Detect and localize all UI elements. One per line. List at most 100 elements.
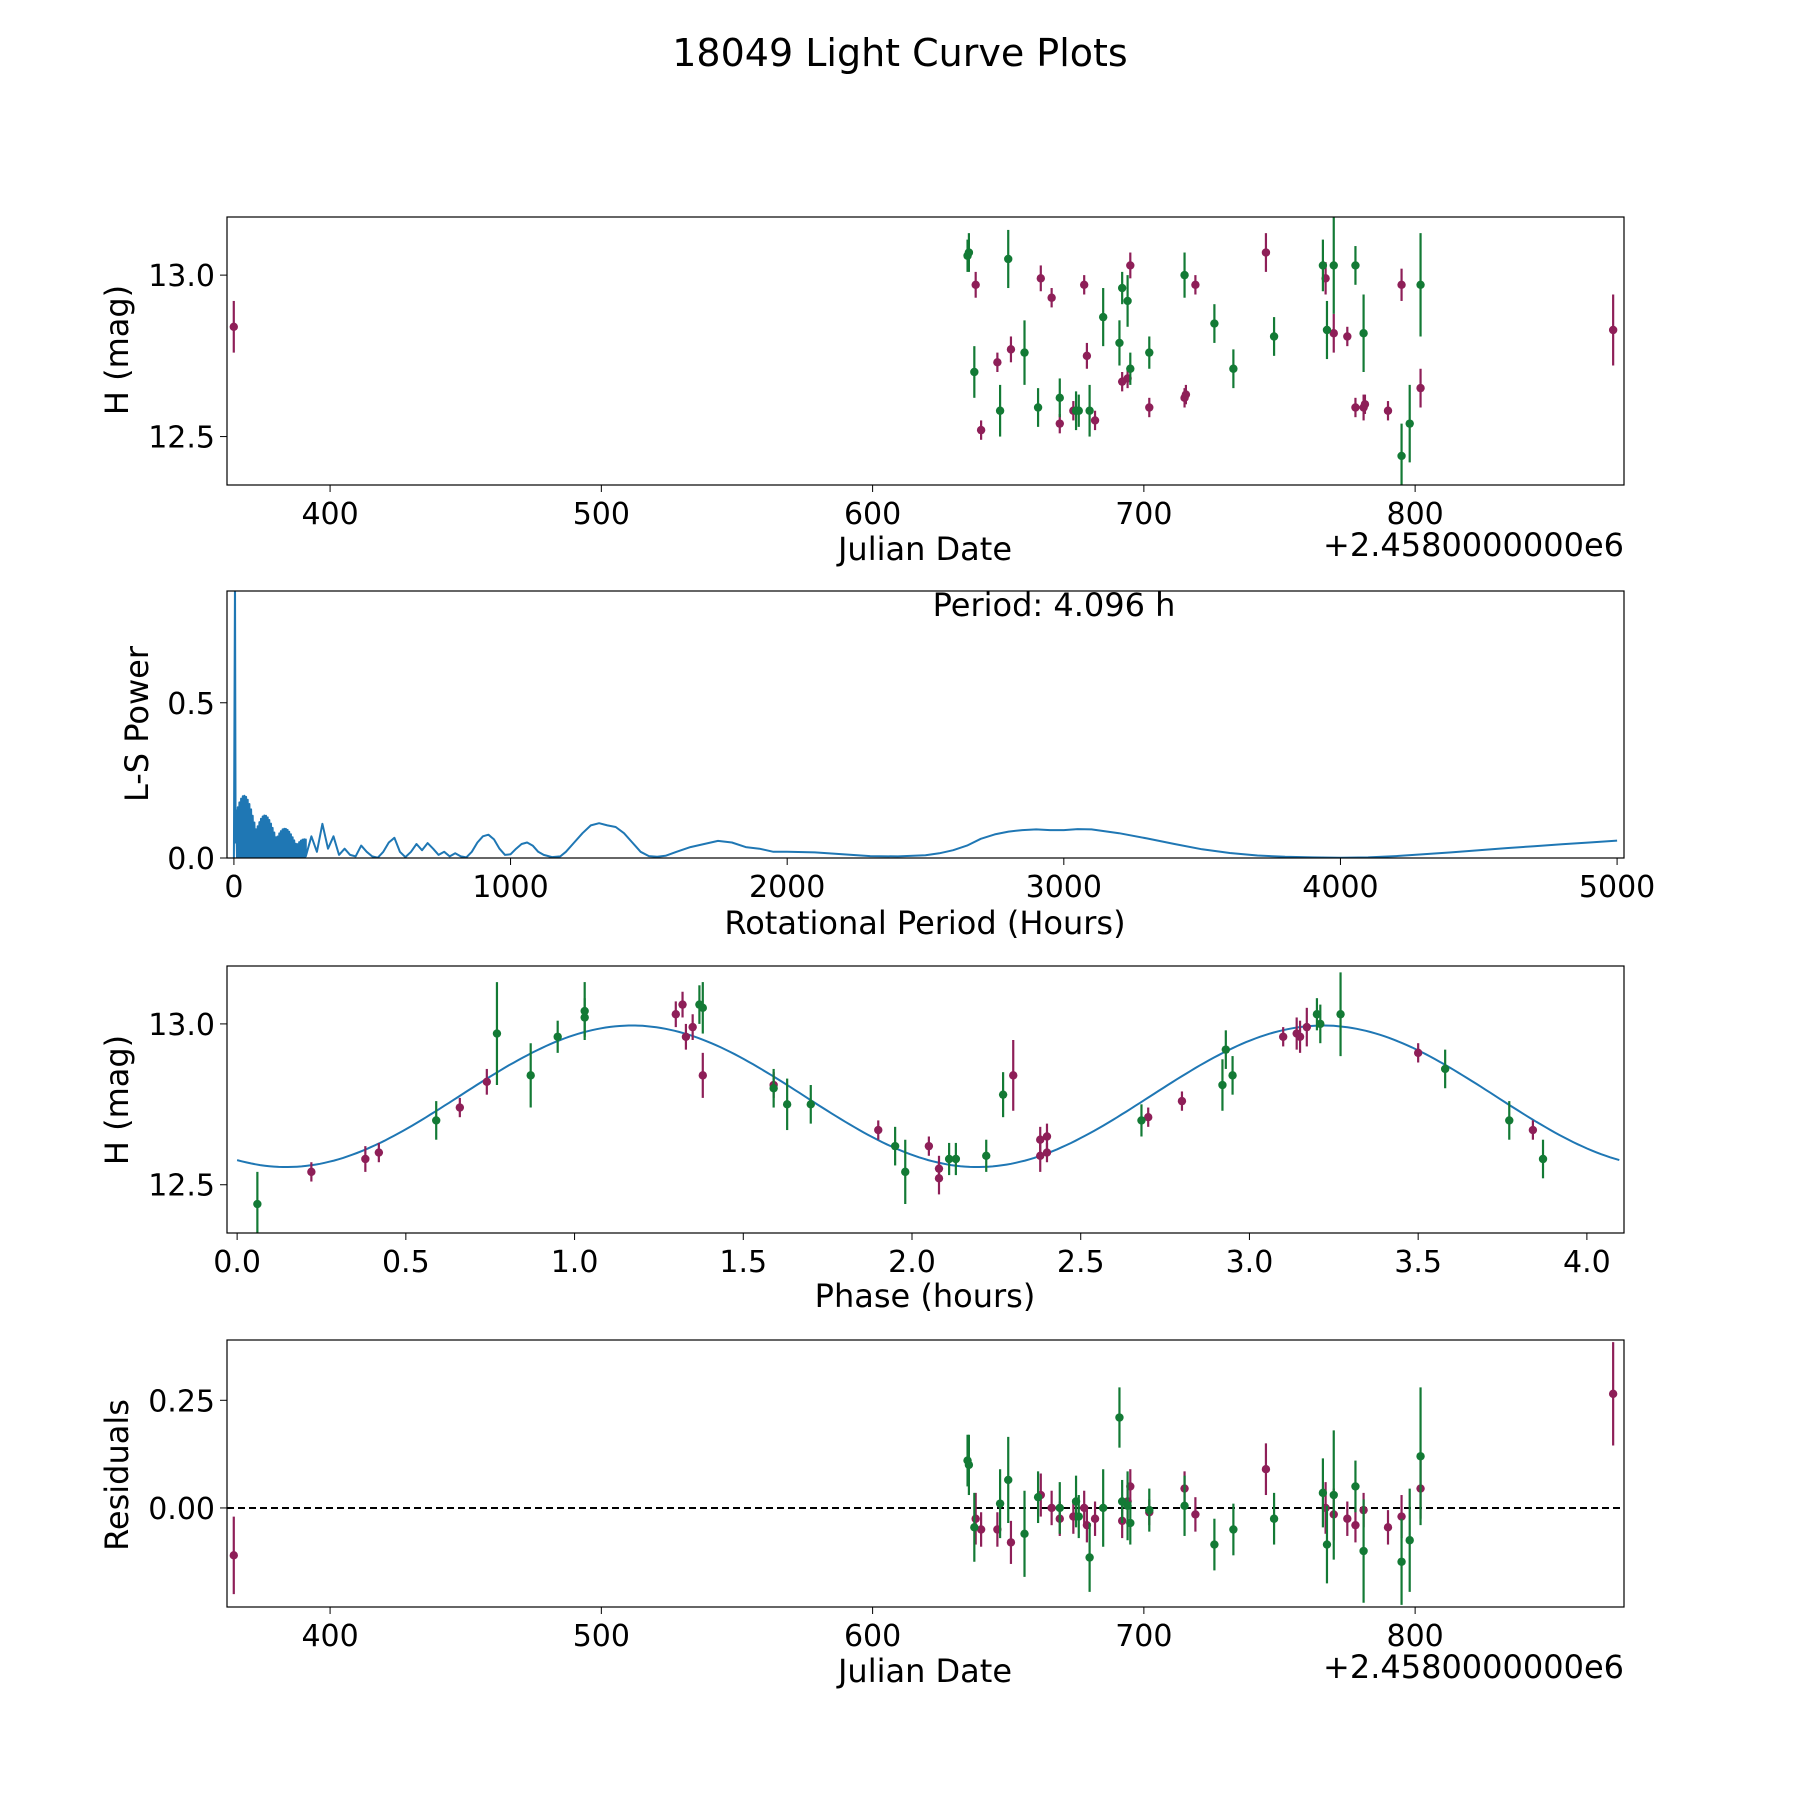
residuals-data-point — [1098, 1503, 1108, 1513]
residuals-data-point — [1383, 1523, 1393, 1532]
periodogram-xlabel: Rotational Period (Hours) — [724, 904, 1125, 942]
phase-data-point — [874, 1125, 883, 1135]
phase-data-point — [361, 1154, 370, 1164]
light-curve-data-point — [1033, 403, 1043, 412]
phase-data-point — [526, 1071, 535, 1080]
residuals-data-point — [1397, 1557, 1406, 1566]
residuals-data-point — [995, 1499, 1005, 1508]
phase-data-point — [580, 1006, 589, 1016]
light-curve-panel: Julian Date H (mag) +2.4580000000e6 400 5… — [98, 216, 1625, 568]
residuals-ylabel: Residuals — [98, 1399, 136, 1551]
periodogram-xtick-label: 4000 — [1302, 870, 1378, 905]
residuals-data-point — [970, 1523, 979, 1532]
periodogram-xtick-label: 5000 — [1579, 870, 1655, 905]
light-curve-data-point — [1329, 261, 1338, 270]
residuals-data-point — [1229, 1525, 1238, 1534]
periodogram-panel: Rotational Period (Hours) L-S Power Peri… — [118, 586, 1655, 942]
residuals-data-point — [1180, 1501, 1189, 1510]
light-curve-xtick-label: 700 — [1115, 497, 1172, 532]
light-curve-data-point — [1126, 261, 1135, 270]
light-curve-xlabel: Julian Date — [836, 530, 1012, 568]
residuals-data-point — [1322, 1540, 1332, 1549]
phase-data-point — [307, 1167, 316, 1177]
phase-data-point — [1036, 1151, 1045, 1160]
phase-data-point — [698, 1071, 707, 1080]
light-curve-data-point — [1085, 406, 1094, 415]
phase-plot — [236, 972, 1620, 1233]
light-curve-data-point — [229, 322, 238, 331]
phase-data-point — [1036, 1135, 1045, 1144]
light-curve-data-point — [1055, 419, 1064, 428]
phase-data-point — [924, 1141, 934, 1151]
periodogram-series-line — [232, 591, 1618, 858]
light-curve-data-point — [1036, 274, 1045, 283]
periodogram-xtick-label: 1000 — [472, 870, 548, 905]
period-annotation: Period: 4.096 h — [933, 586, 1176, 624]
light-curve-data-point — [1416, 280, 1425, 290]
light-curve-data-point — [971, 280, 980, 290]
residuals-plot — [227, 1342, 1624, 1605]
residuals-data-point — [964, 1460, 974, 1470]
phase-data-point — [1042, 1148, 1052, 1157]
phase-data-point — [688, 1022, 697, 1032]
phase-xtick-label: 3.5 — [1394, 1245, 1442, 1280]
light-curve-data-point — [1383, 406, 1393, 415]
residuals-data-point — [1351, 1482, 1360, 1491]
phase-data-point — [1278, 1032, 1288, 1041]
light-curve-ylabel: H (mag) — [98, 285, 136, 415]
phase-xtick-label: 0.0 — [213, 1245, 261, 1280]
periodogram-ytick-label: 0.5 — [167, 687, 215, 722]
phase-data-point — [492, 1029, 502, 1038]
light-curve-data-point — [1090, 416, 1100, 425]
phase-ytick-label: 13.0 — [148, 1008, 215, 1043]
residuals-data-point — [1210, 1540, 1219, 1549]
residuals-ytick-label: 0.25 — [148, 1384, 215, 1419]
light-curve-data-point — [970, 367, 979, 377]
light-curve-ytick-label: 12.5 — [148, 421, 215, 456]
light-curve-data-point — [1269, 332, 1279, 341]
phase-data-point — [1302, 1022, 1312, 1032]
phase-data-point — [1538, 1154, 1548, 1164]
light-curve-data-point — [1329, 329, 1338, 338]
light-curve-data-point — [1343, 332, 1352, 341]
residuals-ytick-label: 0.00 — [148, 1492, 215, 1527]
light-curve-data-point — [1145, 348, 1154, 357]
light-curve-data-point — [1079, 280, 1089, 290]
light-curve-data-point — [1117, 283, 1127, 293]
periodogram-ytick-label: 0.0 — [167, 842, 215, 877]
phase-data-point — [455, 1103, 465, 1112]
phase-data-point — [1221, 1045, 1231, 1054]
phase-data-point — [1528, 1125, 1538, 1135]
residuals-data-point — [1329, 1490, 1338, 1500]
light-curve-xtick-label: 600 — [844, 497, 901, 532]
residuals-data-point — [1269, 1514, 1279, 1523]
light-curve-data-point — [976, 425, 986, 435]
light-curve-data-point — [1229, 364, 1238, 373]
light-curve-data-point — [1210, 319, 1219, 328]
phase-data-point — [698, 1003, 707, 1013]
residuals-xtick-label: 700 — [1115, 1619, 1172, 1654]
residuals-data-point — [1047, 1503, 1056, 1513]
phase-data-point — [432, 1116, 441, 1125]
residuals-xtick-label: 500 — [573, 1619, 630, 1654]
residuals-offset-label: +2.4580000000e6 — [1323, 1648, 1624, 1686]
light-curve-data-point — [995, 406, 1005, 415]
light-curve-data-point — [1397, 451, 1406, 461]
light-curve-data-point — [1608, 325, 1618, 335]
residuals-xlabel: Julian Date — [836, 1652, 1012, 1690]
light-curve-data-point — [993, 358, 1002, 367]
phase-ytick-label: 12.5 — [148, 1169, 215, 1204]
light-curve-data-point — [1055, 393, 1064, 403]
residuals-data-point — [1115, 1413, 1124, 1422]
residuals-data-point — [1090, 1514, 1100, 1523]
phase-data-point — [901, 1167, 910, 1177]
residuals-data-point — [1261, 1464, 1271, 1474]
light-curve-xtick-label: 400 — [301, 497, 358, 532]
light-curve-data-point — [1359, 329, 1368, 338]
residuals-data-point — [1343, 1514, 1352, 1523]
light-curve-data-point — [1261, 248, 1271, 257]
light-curve-data-point — [1405, 419, 1414, 428]
phase-data-point — [944, 1154, 954, 1164]
residuals-data-point — [976, 1525, 986, 1534]
